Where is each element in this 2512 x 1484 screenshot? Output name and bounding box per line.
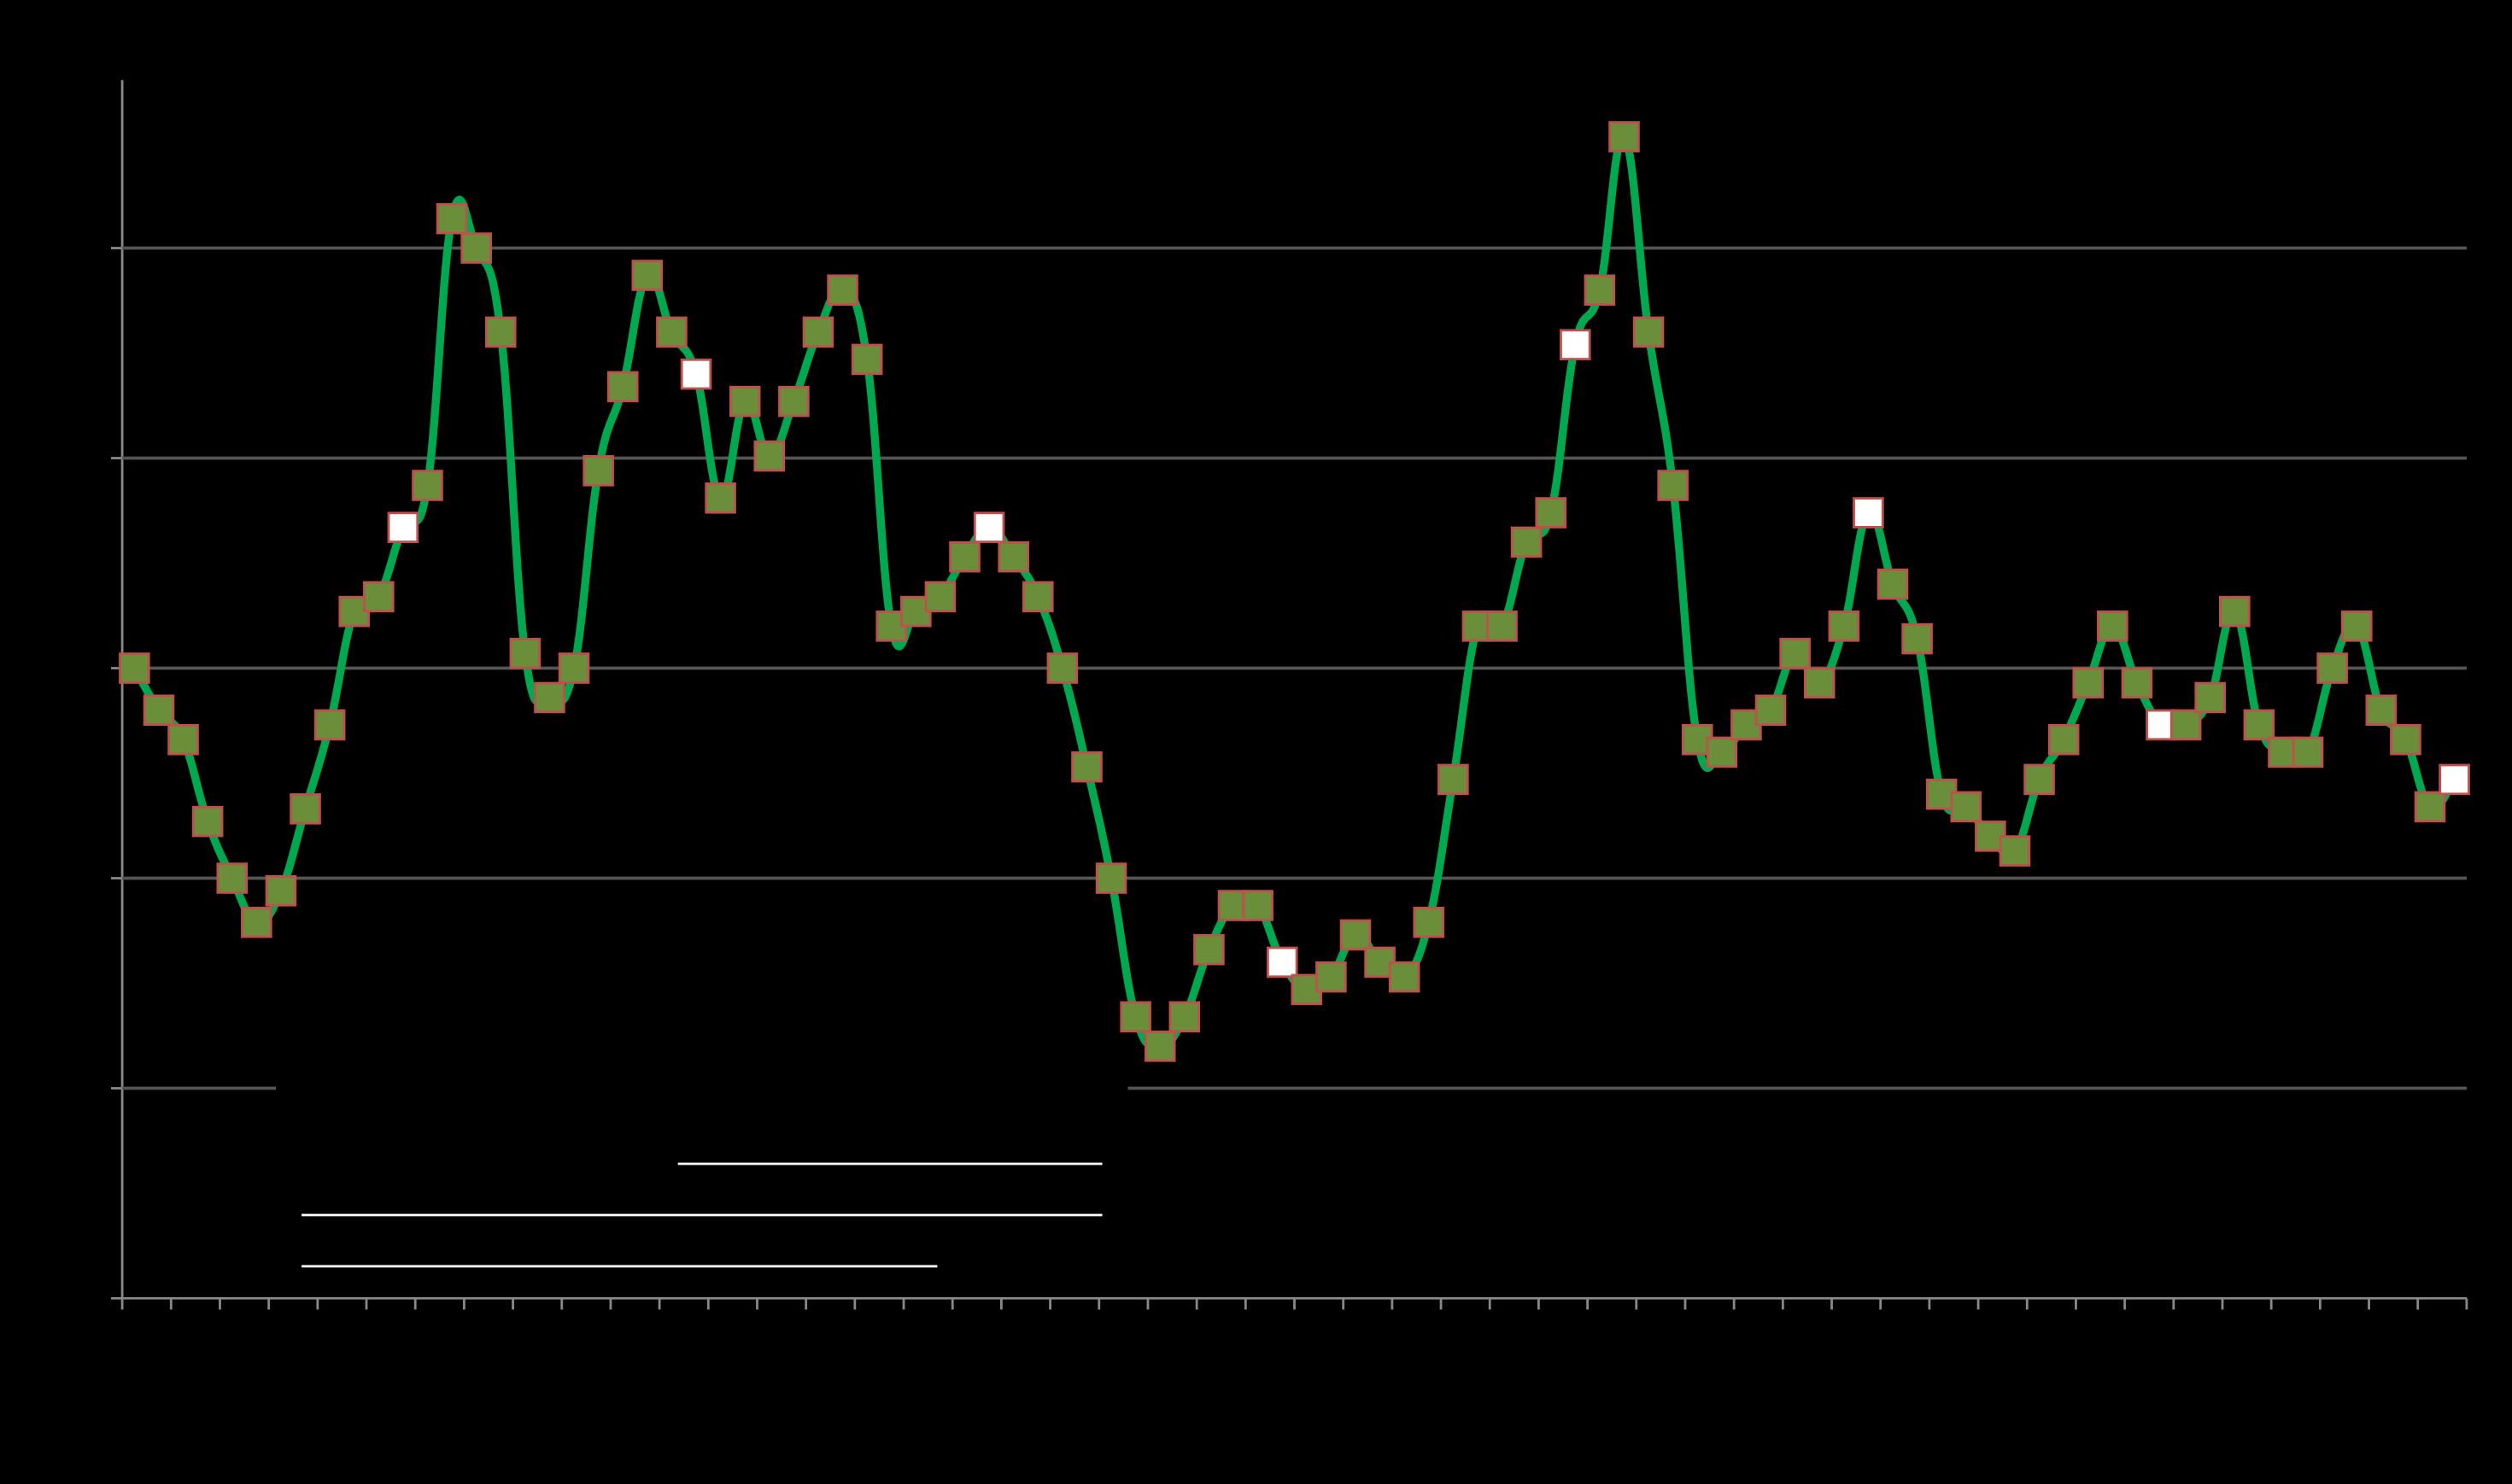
marker	[1388, 961, 1420, 993]
marker	[1315, 961, 1347, 993]
marker	[2243, 709, 2275, 741]
marker	[924, 581, 957, 613]
marker	[1022, 581, 1054, 613]
marker	[1828, 611, 1860, 642]
highlight-marker	[2439, 763, 2470, 796]
marker	[216, 862, 249, 894]
marker	[1510, 526, 1543, 558]
marker	[290, 793, 321, 825]
marker	[1535, 497, 1566, 529]
marker	[558, 652, 590, 684]
marker	[1339, 919, 1372, 951]
marker	[827, 274, 858, 307]
marker	[2292, 736, 2324, 768]
marker	[1413, 906, 1445, 938]
highlight-marker	[1560, 329, 1591, 360]
highlight-marker	[680, 358, 712, 390]
marker	[1999, 835, 2031, 867]
marker	[2072, 667, 2105, 699]
marker	[1168, 1001, 1201, 1033]
plot	[119, 120, 2470, 1062]
marker	[167, 723, 199, 756]
marker	[656, 316, 688, 348]
marker	[2097, 611, 2128, 642]
marker	[949, 540, 981, 573]
marker	[1608, 120, 1640, 153]
marker	[1193, 933, 1225, 966]
marker	[1877, 568, 1909, 600]
marker	[460, 232, 492, 264]
marker	[1901, 622, 1933, 655]
marker	[2023, 763, 2055, 796]
highlight-marker	[1266, 946, 1298, 979]
marker	[1657, 470, 1689, 501]
legend-box	[276, 1060, 1128, 1284]
marker	[1584, 274, 1616, 307]
marker	[2121, 667, 2153, 699]
marker	[2365, 694, 2398, 727]
marker	[583, 455, 614, 487]
highlight-marker	[1853, 497, 1884, 529]
marker	[265, 875, 297, 907]
marker	[705, 482, 736, 514]
legend	[276, 1060, 1128, 1284]
marker	[2194, 681, 2226, 714]
marker	[1144, 1031, 1176, 1062]
marker	[363, 581, 395, 613]
marker	[2414, 791, 2446, 823]
marker	[313, 709, 346, 741]
marker	[631, 260, 664, 291]
marker	[606, 371, 639, 403]
marker	[2218, 595, 2251, 628]
marker	[1706, 736, 1738, 768]
marker	[1242, 890, 1274, 921]
marker	[998, 540, 1029, 573]
marker	[2340, 611, 2373, 642]
marker	[484, 316, 517, 348]
marker	[1779, 638, 1811, 669]
marker	[1046, 652, 1079, 684]
marker	[119, 652, 150, 684]
marker	[2169, 709, 2202, 741]
marker	[509, 638, 542, 669]
highlight-marker	[973, 511, 1005, 543]
marker	[1486, 611, 1518, 642]
marker	[412, 470, 443, 501]
marker	[1095, 862, 1127, 894]
marker	[1120, 1001, 1151, 1033]
marker	[143, 694, 175, 727]
line-series	[131, 132, 2458, 1051]
marker	[534, 681, 565, 714]
marker	[1754, 694, 1787, 727]
marker	[778, 385, 810, 418]
marker	[1950, 791, 1982, 823]
highlight-marker	[387, 511, 419, 543]
marker	[2047, 723, 2080, 756]
marker	[851, 343, 883, 376]
marker	[1438, 763, 1469, 796]
marker	[1803, 667, 1836, 699]
marker	[802, 316, 834, 348]
marker	[1632, 316, 1665, 348]
marker	[436, 202, 468, 235]
marker	[2390, 723, 2421, 756]
marker	[2316, 652, 2348, 684]
marker	[753, 440, 786, 472]
marker	[1071, 751, 1103, 783]
marker	[241, 906, 272, 938]
marker	[729, 385, 761, 418]
marker	[191, 805, 224, 838]
